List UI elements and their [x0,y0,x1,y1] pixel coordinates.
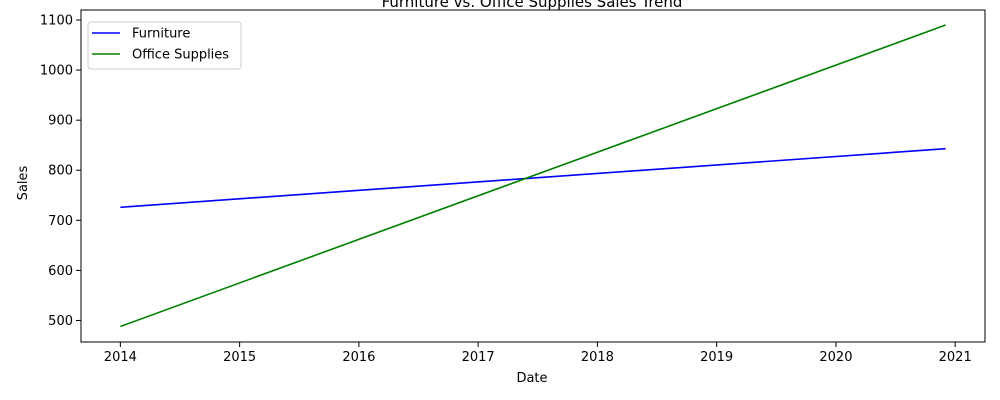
legend-label-furniture: Furniture [132,27,190,42]
legend-label-office-supplies: Office Supplies [132,48,229,63]
chart-title: Furniture vs. Office Supplies Sales Tren… [382,0,683,11]
x-tick-label: 2020 [819,350,852,365]
y-tick-label: 1100 [40,14,73,29]
x-tick-label: 2016 [342,350,375,365]
y-tick-label: 700 [48,214,73,229]
x-tick-label: 2018 [581,350,614,365]
x-tick-label: 2019 [700,350,733,365]
y-tick-label: 800 [48,164,73,179]
axes-frame [80,9,986,343]
x-axis-label: Date [516,371,547,386]
y-tick-label: 1000 [40,64,73,79]
series-line-furniture [120,147,946,209]
x-tick-label: 2015 [223,350,256,365]
x-tick-label: 2014 [104,350,137,365]
x-tick-label: 2017 [462,350,495,365]
y-tick-label: 900 [48,114,73,129]
legend-box [87,21,242,70]
y-tick-label: 600 [48,264,73,279]
y-axis-label: Sales [16,165,31,200]
plot-area: 2014 2015 2016 2017 2018 2019 2020 2021 500 600 70… [40,9,986,365]
legend: Furniture Office Supplies [87,21,242,70]
y-tick-label: 500 [48,314,73,329]
series-line-office-supplies [120,24,946,328]
x-tick-label: 2021 [939,350,972,365]
